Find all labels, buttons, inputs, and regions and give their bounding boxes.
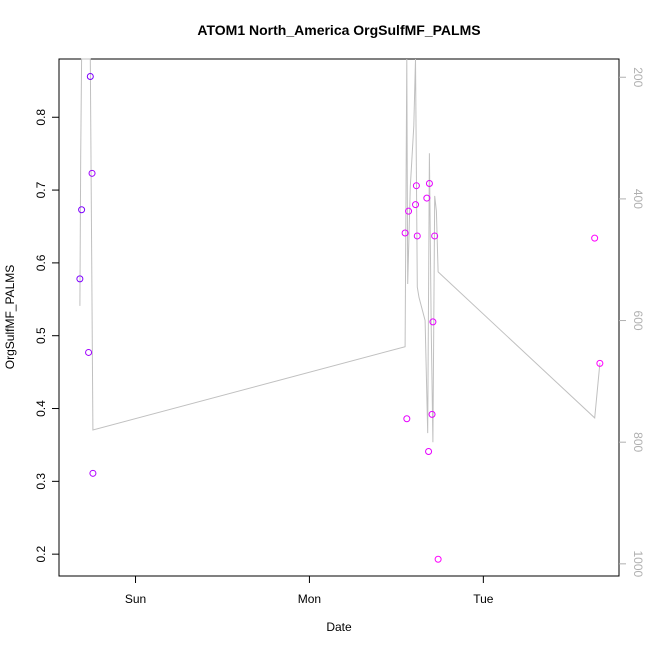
x-tick-label: Sun <box>125 592 146 606</box>
x-axis-label: Date <box>326 620 352 634</box>
y-tick-label: 0.3 <box>34 473 48 490</box>
y-tick-label: 0.7 <box>34 181 48 198</box>
series-layer <box>76 58 604 563</box>
data-point <box>591 234 599 242</box>
x-tick-label: Mon <box>298 592 321 606</box>
y2-axis: 200 400 600 800 1000 <box>619 67 645 578</box>
y2-tick-label: 800 <box>631 432 645 452</box>
y-tick-label: 0.8 <box>34 109 48 126</box>
x-axis: Sun Mon Tue <box>125 576 494 606</box>
data-point <box>428 410 436 418</box>
y-tick-label: 0.2 <box>34 545 48 562</box>
data-point <box>405 207 413 215</box>
y2-tick-label: 200 <box>631 67 645 87</box>
plot-frame <box>58 58 620 577</box>
data-point <box>401 229 409 237</box>
data-point <box>423 194 431 202</box>
data-point <box>78 206 86 214</box>
y-tick-label: 0.4 <box>34 400 48 417</box>
data-point <box>412 182 420 190</box>
data-point <box>85 348 93 356</box>
data-point <box>596 359 604 367</box>
data-point <box>88 169 96 177</box>
data-point <box>431 232 439 240</box>
y-tick-label: 0.5 <box>34 327 48 344</box>
y2-tick-label: 1000 <box>631 550 645 577</box>
data-point <box>429 318 437 326</box>
data-point <box>425 447 433 455</box>
data-point <box>434 555 442 563</box>
y-axis: 0.2 0.3 0.4 0.5 0.6 0.7 0.8 <box>34 109 59 562</box>
data-point <box>413 232 421 240</box>
data-point <box>412 201 420 209</box>
y-axis-label: OrgSulfMF_PALMS <box>3 265 17 369</box>
x-tick-label: Tue <box>473 592 494 606</box>
chart-title: ATOM1 North_America OrgSulfMF_PALMS <box>197 22 480 38</box>
pressure-line <box>79 58 601 443</box>
data-point <box>86 72 94 80</box>
data-point <box>425 180 433 188</box>
data-point <box>403 415 411 423</box>
y2-tick-label: 600 <box>631 311 645 331</box>
y2-tick-label: 400 <box>631 189 645 209</box>
data-point <box>76 275 84 283</box>
data-point <box>89 469 97 477</box>
y-tick-label: 0.6 <box>34 254 48 271</box>
